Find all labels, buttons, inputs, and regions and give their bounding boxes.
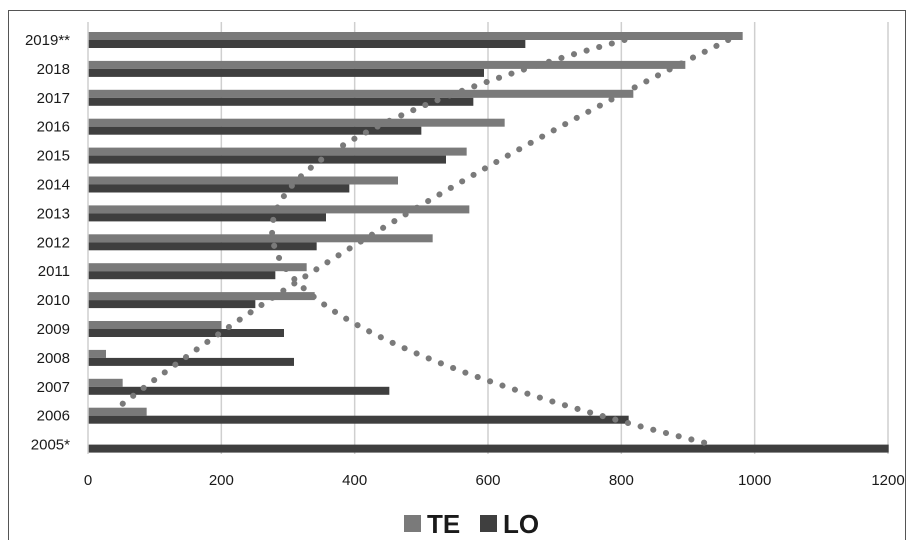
- y-tick-label-2014: 2014: [37, 177, 70, 194]
- bar-lo-2017: [88, 97, 474, 106]
- bar-lo-2006: [88, 415, 629, 424]
- y-tick-label-2011: 2011: [38, 263, 70, 280]
- y-tick-label-2013: 2013: [37, 205, 70, 222]
- x-tick-label-600: 600: [475, 472, 500, 489]
- y-tick-label-2010: 2010: [37, 292, 70, 309]
- bar-te-2009: [88, 321, 222, 329]
- bar-te-2010: [88, 292, 315, 301]
- bar-lo-2012: [88, 242, 317, 251]
- y-tick-label-2008: 2008: [37, 350, 70, 367]
- legend-label-te: TE: [427, 509, 460, 534]
- x-tick-label-800: 800: [609, 472, 634, 489]
- x-tick-label-0: 0: [84, 472, 92, 489]
- bar-te-2007: [88, 378, 123, 387]
- bar-lo-2008: [88, 357, 294, 366]
- bar-lo-2010: [88, 300, 256, 309]
- legend-label-lo: LO: [503, 509, 539, 534]
- y-tick-label-2017: 2017: [37, 90, 70, 107]
- y-tick-label-2007: 2007: [37, 379, 70, 396]
- bar-te-2018: [88, 60, 686, 69]
- trendlines: [106, 37, 732, 447]
- chart-frame: [8, 10, 906, 540]
- y-tick-label-2015: 2015: [37, 148, 70, 165]
- legend: TE LO: [404, 509, 539, 534]
- bar-lo-2019**: [88, 40, 526, 48]
- bar-lo-2009: [88, 329, 284, 337]
- bar-te-2017: [88, 89, 634, 98]
- y-tick-label-2019**: 2019**: [25, 32, 70, 49]
- trendline-te: [106, 37, 732, 418]
- bar-lo-2013: [88, 213, 326, 222]
- y-tick-label-2006: 2006: [37, 408, 70, 425]
- bar-te-2006: [88, 407, 147, 416]
- bar-lo-2015: [88, 155, 446, 164]
- labels: 0 200 400 600 800 1000 1200 2019** 2018 2017 2016 2…: [25, 32, 905, 489]
- bar-lo-2011: [88, 271, 276, 280]
- bar-te-2008: [88, 349, 106, 358]
- x-tick-label-400: 400: [342, 472, 367, 489]
- y-tick-label-2012: 2012: [37, 234, 70, 251]
- y-tick-label-2016: 2016: [37, 119, 70, 136]
- bar-te-2016: [88, 118, 505, 127]
- bar-te-2012: [88, 234, 433, 243]
- x-tick-label-1200: 1200: [871, 472, 904, 489]
- bar-te-2014: [88, 176, 398, 185]
- bar-te-2015: [88, 147, 467, 156]
- bar-lo-2005*: [88, 444, 889, 453]
- legend-swatch-lo: [480, 515, 497, 532]
- legend-swatch-te: [404, 515, 421, 532]
- x-tick-label-200: 200: [209, 472, 234, 489]
- bar-te-2019**: [88, 32, 743, 40]
- y-tick-label-2018: 2018: [37, 61, 70, 78]
- x-tick-label-1000: 1000: [738, 472, 771, 489]
- bar-lo-2007: [88, 386, 390, 395]
- y-tick-label-2009: 2009: [37, 321, 70, 338]
- bar-te-2011: [88, 263, 307, 272]
- bar-lo-2014: [88, 184, 350, 193]
- bar-lo-2016: [88, 126, 422, 135]
- y-tick-label-2005*: 2005*: [31, 437, 70, 454]
- bar-lo-2018: [88, 68, 484, 77]
